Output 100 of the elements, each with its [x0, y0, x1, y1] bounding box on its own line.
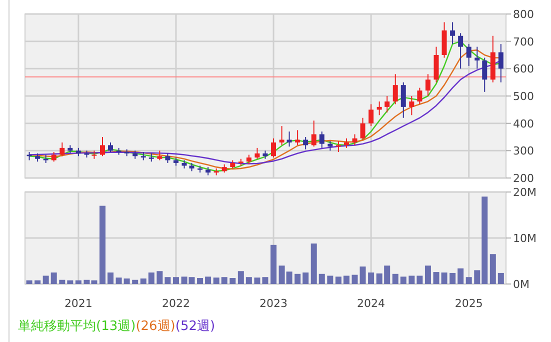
candlestick — [344, 138, 349, 148]
bar — [490, 254, 496, 284]
candlestick — [279, 126, 284, 146]
bar — [318, 274, 325, 284]
bar — [270, 244, 277, 284]
bar — [50, 272, 57, 284]
bar — [302, 272, 309, 284]
bar — [230, 278, 236, 284]
bar — [458, 268, 464, 284]
bar — [164, 277, 171, 284]
bar — [246, 277, 252, 284]
y-tick-label: 600 — [513, 62, 534, 76]
text: (52週) — [175, 319, 216, 334]
candlestick — [425, 74, 430, 96]
candlestick — [51, 152, 56, 162]
y-tick-label: 500 — [513, 90, 534, 103]
bar — [343, 276, 350, 284]
candlestick — [311, 120, 316, 148]
bar — [368, 272, 374, 284]
x-tick-label: 2024 — [357, 297, 386, 310]
candlestick — [482, 57, 488, 92]
bar — [124, 278, 130, 284]
bar — [67, 280, 74, 284]
bar — [424, 266, 431, 284]
y-tick-label: 0M — [513, 278, 530, 291]
bar — [327, 276, 334, 284]
candlestick — [417, 87, 422, 105]
bar — [262, 277, 268, 284]
candlestick — [303, 136, 308, 150]
y-tick-label: 400 — [513, 117, 534, 130]
bar — [498, 272, 504, 284]
bar — [197, 278, 204, 284]
x-tick-label: 2022 — [162, 297, 190, 310]
bar — [238, 271, 244, 284]
candlestick — [376, 100, 382, 116]
candlestick — [392, 74, 398, 105]
bar — [132, 280, 138, 284]
bar — [213, 278, 220, 284]
bar — [466, 277, 472, 284]
candlestick — [60, 142, 65, 157]
bar — [205, 276, 212, 284]
y-tick-label: 300 — [513, 144, 534, 158]
candlestick — [108, 142, 114, 153]
bar — [392, 274, 398, 284]
bar — [26, 280, 32, 284]
x-tick-label: 2023 — [260, 297, 288, 310]
candlestick — [450, 22, 456, 45]
bar — [254, 278, 260, 284]
text: 単純移動平均(13週) — [18, 319, 136, 334]
y-tick-label: 20M — [513, 186, 536, 199]
y-tick-label: 10M — [513, 232, 536, 245]
x-tick-label: 2021 — [64, 297, 92, 310]
bar — [34, 280, 41, 284]
candlestick — [271, 138, 276, 158]
bar — [140, 278, 146, 284]
bar — [441, 272, 448, 284]
candlestick — [165, 152, 170, 164]
bar — [59, 280, 66, 284]
candlestick — [336, 140, 341, 153]
candlestick — [100, 136, 105, 157]
candlestick — [254, 147, 260, 160]
candlestick — [319, 131, 324, 148]
bar — [416, 276, 423, 284]
candlestick — [458, 32, 464, 70]
bar — [450, 272, 456, 284]
candlestick — [157, 150, 162, 161]
candlestick — [466, 44, 472, 66]
candlestick — [474, 46, 480, 70]
bar — [108, 272, 114, 284]
candlestick — [409, 96, 414, 116]
candlestick — [295, 130, 300, 146]
bar — [352, 274, 358, 284]
bar — [294, 274, 301, 284]
bar — [408, 276, 415, 284]
y-tick-label: 800 — [513, 8, 534, 21]
candlestick — [498, 44, 504, 83]
candlestick — [328, 140, 333, 152]
candlestick — [352, 134, 358, 146]
candlestick — [384, 96, 390, 113]
bar — [221, 277, 228, 284]
y-tick-label: 200 — [513, 172, 534, 185]
y-tick-label: 700 — [513, 35, 534, 48]
candlestick — [92, 150, 97, 160]
candlestick — [368, 104, 374, 127]
bar — [116, 278, 122, 284]
bar — [148, 272, 154, 284]
bar — [99, 206, 106, 284]
bar — [335, 276, 342, 284]
candlestick — [400, 82, 406, 118]
bar — [360, 266, 366, 284]
x-tick-label: 2025 — [454, 297, 483, 310]
candlestick — [286, 131, 292, 148]
text: (26週) — [136, 319, 176, 334]
bar — [310, 244, 317, 284]
bar — [400, 276, 406, 284]
candlestick — [246, 154, 252, 165]
bar — [75, 280, 82, 284]
bar — [172, 277, 179, 284]
bar — [433, 272, 440, 284]
candlestick — [360, 117, 366, 140]
